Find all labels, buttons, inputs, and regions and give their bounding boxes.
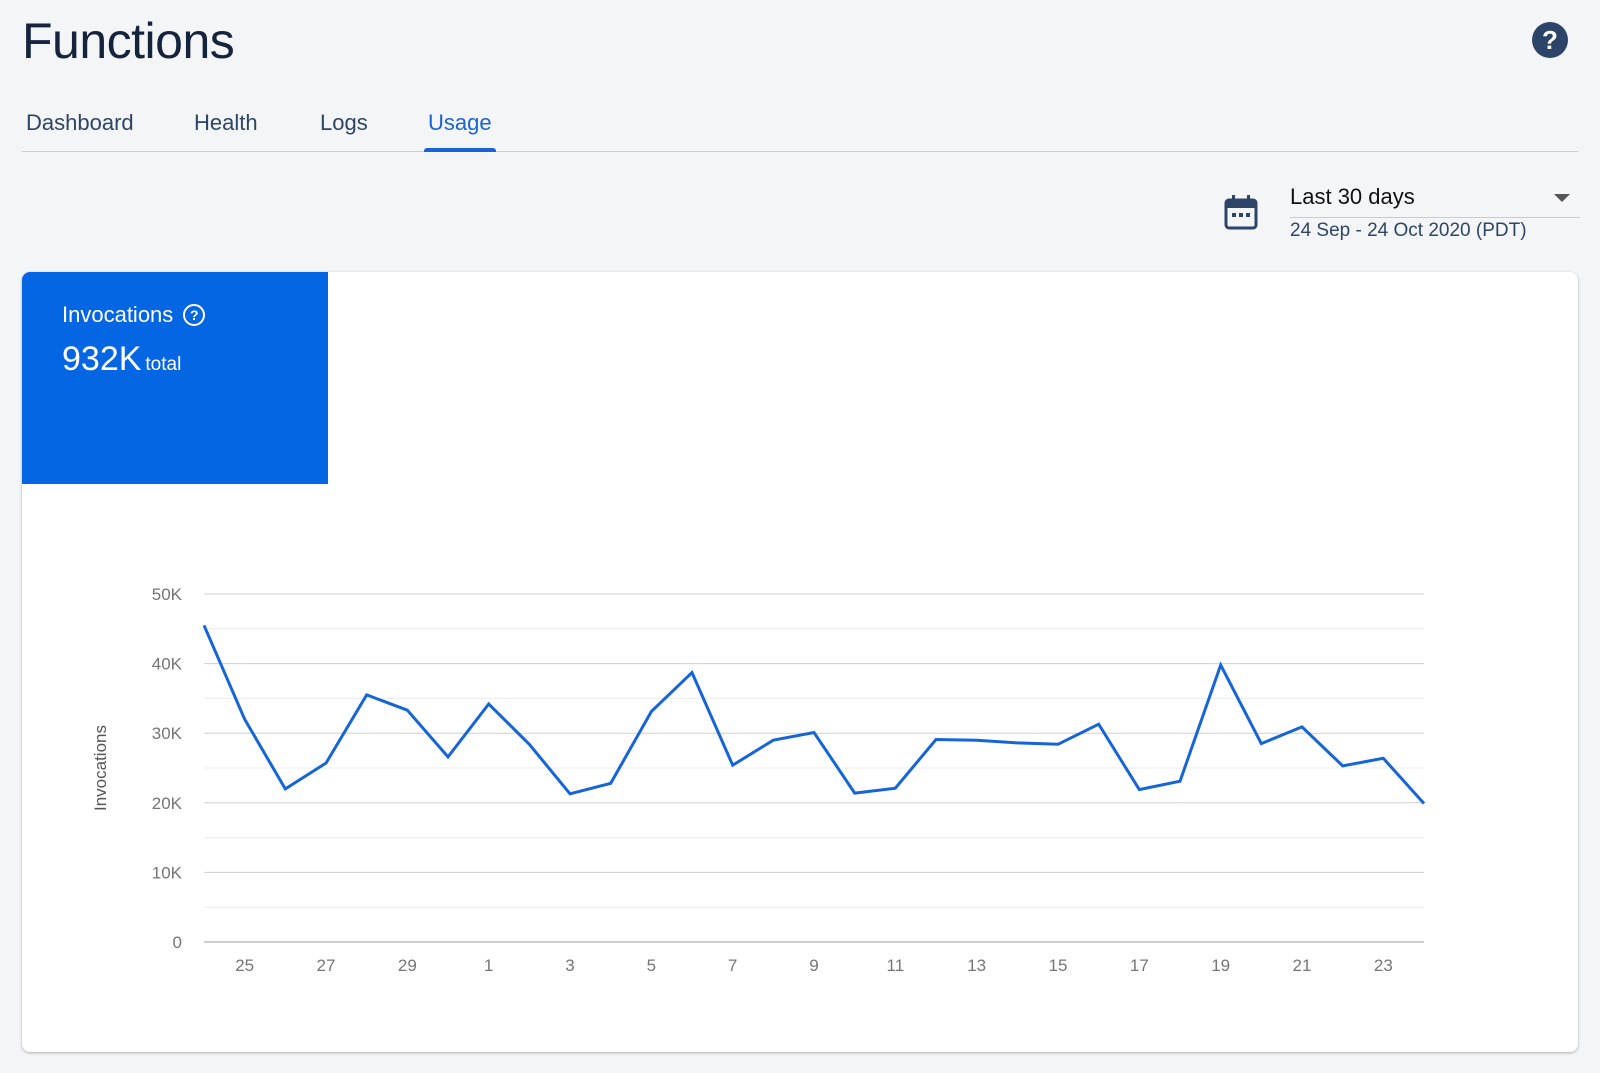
range-select[interactable]: Last 30 days [1290, 178, 1580, 218]
metric-label-row: Invocations ? [62, 302, 206, 328]
tab-dashboard[interactable]: Dashboard [26, 110, 134, 135]
date-range-picker[interactable]: Last 30 days 24 Sep - 24 Oct 2020 (PDT) [1222, 178, 1580, 248]
x-tick-label: 11 [887, 956, 905, 975]
metric-tile-invocations[interactable]: Invocations ? 932K total [22, 272, 328, 484]
x-tick-label: 17 [1130, 956, 1149, 975]
x-tick-label: 7 [728, 956, 737, 975]
y-tick-label: 10K [152, 863, 183, 882]
y-tick-label: 40K [152, 655, 183, 674]
chevron-down-icon [1554, 194, 1570, 202]
x-tick-label: 19 [1211, 956, 1230, 975]
x-tick-label: 29 [398, 956, 417, 975]
tab-usage[interactable]: Usage [424, 110, 496, 152]
x-tick-label: 27 [317, 956, 336, 975]
series-line [202, 624, 1426, 805]
y-tick-label: 30K [152, 724, 183, 743]
help-circle-icon[interactable]: ? [183, 304, 206, 326]
x-tick-label: 9 [809, 956, 818, 975]
tab-health[interactable]: Health [194, 110, 258, 135]
page-title: Functions [22, 13, 235, 69]
range-select-value: Last 30 days [1290, 184, 1415, 209]
x-tick-label: 13 [967, 956, 986, 975]
metric-value: 932K [62, 340, 142, 378]
x-tick-label: 1 [484, 956, 493, 975]
metric-label: Invocations [62, 302, 174, 327]
calendar-icon [1224, 195, 1258, 230]
y-tick-label: 0 [173, 933, 182, 952]
y-tick-label: 50K [152, 585, 183, 604]
date-range-subtitle: 24 Sep - 24 Oct 2020 (PDT) [1290, 220, 1527, 241]
tab-logs[interactable]: Logs [320, 110, 368, 135]
tab-bar: Dashboard Health Logs Usage [22, 100, 1578, 152]
x-tick-label: 25 [235, 956, 254, 975]
y-axis-label: Invocations [91, 725, 110, 811]
help-icon[interactable]: ? [1532, 22, 1568, 58]
x-tick-label: 15 [1049, 956, 1068, 975]
y-tick-label: 20K [152, 794, 183, 813]
metric-unit: total [145, 354, 182, 375]
x-tick-label: 21 [1293, 956, 1312, 975]
usage-card: 0 10K 20K 30K 40K 50K 25 27 29 1 3 5 7 9 11 13 15 17 19 21 2… [22, 272, 1578, 1052]
x-tick-label: 23 [1374, 956, 1393, 975]
x-tick-label: 5 [647, 956, 656, 975]
metric-value-row: 932K total [62, 340, 181, 379]
x-tick-label: 3 [565, 956, 574, 975]
